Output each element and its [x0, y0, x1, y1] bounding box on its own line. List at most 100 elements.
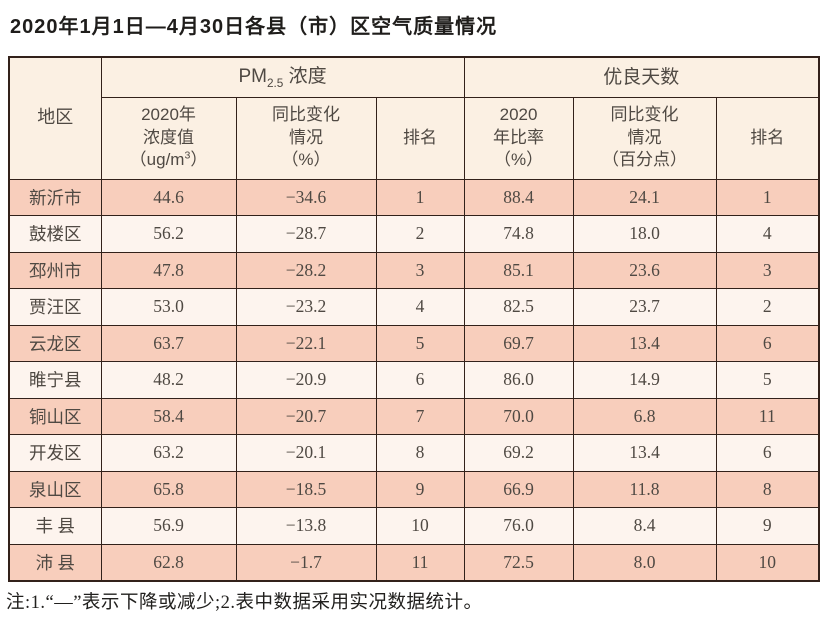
- region-cell: 沛 县: [8, 543, 102, 582]
- good-days-ratio-cell: 86.0: [463, 361, 574, 399]
- pm25-value-cell: 65.8: [100, 470, 237, 508]
- pm25-change-cell: −28.2: [235, 251, 377, 289]
- pm25-value-cell: 63.2: [100, 434, 237, 472]
- good-days-change-cell: 11.8: [572, 470, 717, 508]
- header-line: 同比变化: [610, 105, 679, 125]
- good-days-ratio-cell: 66.9: [463, 470, 574, 508]
- header-line: （%）: [281, 150, 331, 170]
- region-cell: 丰 县: [8, 507, 102, 545]
- header-line: 情况: [289, 127, 323, 147]
- header-group-row: 地区 PM2.5 浓度 优良天数: [8, 56, 820, 180]
- pm25-value-cell: 56.2: [100, 215, 237, 253]
- good-days-rank-cell: 6: [715, 324, 820, 362]
- pm25-change-cell: −23.2: [235, 288, 377, 326]
- pm25-rank-cell: 10: [375, 507, 465, 545]
- header-line: 同比变化: [272, 105, 340, 125]
- pm25-value-cell: 48.2: [100, 361, 237, 399]
- good-days-ratio-cell: 82.5: [463, 288, 574, 326]
- good-days-rank-cell: 10: [715, 543, 820, 582]
- good-days-change-cell: 23.6: [572, 251, 717, 289]
- column-group-pm25: PM2.5 浓度: [100, 56, 465, 98]
- column-header-pm25-rank: 排名: [375, 96, 465, 180]
- header-line: 浓度值: [143, 127, 194, 147]
- table-row: 鼓楼区 56.2 −28.7 2 74.8 18.0 4: [8, 215, 820, 253]
- good-days-rank-cell: 8: [715, 470, 820, 508]
- pm25-change-cell: −22.1: [235, 324, 377, 362]
- pm25-change-cell: −34.6: [235, 178, 377, 216]
- table-row: 邳州市 47.8 −28.2 3 85.1 23.6 3: [8, 251, 820, 289]
- air-quality-table: 地区 PM2.5 浓度 优良天数 2020年 浓度值 （ug/m3） 同比变化 …: [8, 56, 821, 582]
- header-line: 情况: [627, 127, 662, 147]
- good-days-change-cell: 13.4: [572, 434, 717, 472]
- good-days-change-cell: 18.0: [572, 215, 717, 253]
- good-days-rank-cell: 4: [715, 215, 820, 253]
- region-cell: 贾汪区: [8, 288, 102, 326]
- pm25-rank-cell: 2: [375, 215, 465, 253]
- good-days-ratio-cell: 74.8: [463, 215, 574, 253]
- good-days-change-cell: 8.4: [572, 507, 717, 545]
- good-days-ratio-cell: 72.5: [463, 543, 574, 582]
- good-days-change-cell: 23.7: [572, 288, 717, 326]
- pm25-rank-cell: 6: [375, 361, 465, 399]
- region-cell: 铜山区: [8, 397, 102, 435]
- header-line: 2020年: [141, 105, 196, 125]
- table-row: 睢宁县 48.2 −20.9 6 86.0 14.9 5: [8, 361, 820, 399]
- pm25-label-suffix: 浓度: [283, 65, 327, 87]
- region-cell: 鼓楼区: [8, 215, 102, 253]
- pm25-rank-cell: 4: [375, 288, 465, 326]
- table-row: 云龙区 63.7 −22.1 5 69.7 13.4 6: [8, 324, 820, 362]
- good-days-change-cell: 24.1: [572, 178, 717, 216]
- pm25-label-prefix: PM: [238, 65, 267, 87]
- good-days-rank-cell: 11: [715, 397, 820, 435]
- good-days-ratio-cell: 70.0: [463, 397, 574, 435]
- pm25-rank-cell: 8: [375, 434, 465, 472]
- header-line: 2020: [499, 105, 538, 125]
- pm25-rank-cell: 5: [375, 324, 465, 362]
- footnote: 注:1.“—”表示下降或减少;2.表中数据采用实况数据统计。: [6, 593, 483, 613]
- table-row: 贾汪区 53.0 −23.2 4 82.5 23.7 2: [8, 288, 820, 326]
- region-cell: 云龙区: [8, 324, 102, 362]
- pm25-label-subscript: 2.5: [266, 76, 284, 90]
- column-header-region: 地区: [8, 56, 102, 180]
- page-title: 2020年1月1日—4月30日各县（市）区空气质量情况: [10, 16, 498, 38]
- pm25-value-cell: 56.9: [100, 507, 237, 545]
- header-line: （百分点）: [602, 150, 688, 170]
- column-header-pm25-concentration: 2020年 浓度值 （ug/m3）: [100, 96, 237, 180]
- good-days-rank-cell: 6: [715, 434, 820, 472]
- pm25-rank-cell: 3: [375, 251, 465, 289]
- table-body: 新沂市 44.6 −34.6 1 88.4 24.1 1 鼓楼区 56.2 −28.7 2 74.8 1…: [8, 178, 820, 582]
- pm25-rank-cell: 11: [375, 543, 465, 582]
- good-days-ratio-cell: 69.2: [463, 434, 574, 472]
- table-row: 沛 县 62.8 −1.7 11 72.5 8.0 10: [8, 543, 820, 582]
- pm25-value-cell: 47.8: [100, 251, 237, 289]
- good-days-rank-cell: 1: [715, 178, 820, 216]
- region-cell: 邳州市: [8, 251, 102, 289]
- column-header-good-days-change: 同比变化 情况 （百分点）: [572, 96, 717, 180]
- column-group-good-days: 优良天数: [463, 56, 820, 98]
- pm25-rank-cell: 9: [375, 470, 465, 508]
- column-header-good-days-rank: 排名: [715, 96, 820, 180]
- good-days-ratio-cell: 85.1: [463, 251, 574, 289]
- pm25-change-cell: −20.7: [235, 397, 377, 435]
- table-row: 开发区 63.2 −20.1 8 69.2 13.4 6: [8, 434, 820, 472]
- good-days-rank-cell: 9: [715, 507, 820, 545]
- pm25-rank-cell: 1: [375, 178, 465, 216]
- column-header-good-days-ratio: 2020 年比率 （%）: [463, 96, 574, 180]
- good-days-change-cell: 6.8: [572, 397, 717, 435]
- good-days-rank-cell: 3: [715, 251, 820, 289]
- pm25-value-cell: 63.7: [100, 324, 237, 362]
- good-days-rank-cell: 2: [715, 288, 820, 326]
- header-line: 年比率: [493, 127, 545, 147]
- header-line-unit: （ug/m3）: [129, 149, 208, 170]
- region-cell: 开发区: [8, 434, 102, 472]
- good-days-change-cell: 14.9: [572, 361, 717, 399]
- pm25-change-cell: −20.1: [235, 434, 377, 472]
- table-row: 铜山区 58.4 −20.7 7 70.0 6.8 11: [8, 397, 820, 435]
- region-cell: 睢宁县: [8, 361, 102, 399]
- pm25-rank-cell: 7: [375, 397, 465, 435]
- header-line: （%）: [493, 150, 544, 170]
- table-row: 新沂市 44.6 −34.6 1 88.4 24.1 1: [8, 178, 820, 216]
- pm25-change-cell: −13.8: [235, 507, 377, 545]
- pm25-value-cell: 58.4: [100, 397, 237, 435]
- pm25-change-cell: −28.7: [235, 215, 377, 253]
